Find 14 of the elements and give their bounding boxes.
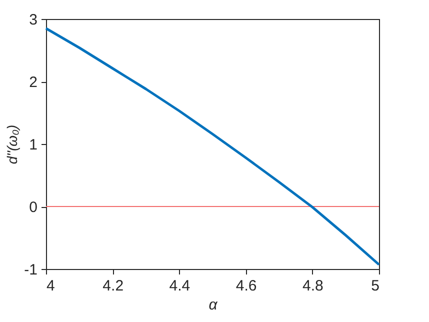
y-axis-title: d''(ω₀) xyxy=(4,124,20,164)
y-tick-label: 1 xyxy=(29,136,38,154)
x-tick-label: 5 xyxy=(371,278,380,294)
line-series xyxy=(44,27,380,266)
x-tick-label: 4 xyxy=(46,278,55,294)
x-tick-label: 4.8 xyxy=(302,278,324,294)
x-tick-label: 4.6 xyxy=(236,278,257,294)
x-axis-title: α xyxy=(208,296,218,314)
x-tick-label: 4.4 xyxy=(169,278,190,294)
y-tick-label: 3 xyxy=(29,12,38,28)
y-tick-label: -1 xyxy=(24,262,38,278)
y-tick-label: 2 xyxy=(29,74,38,91)
x-tick-label: 4.2 xyxy=(102,278,124,294)
y-tick-label: 0 xyxy=(29,199,38,216)
